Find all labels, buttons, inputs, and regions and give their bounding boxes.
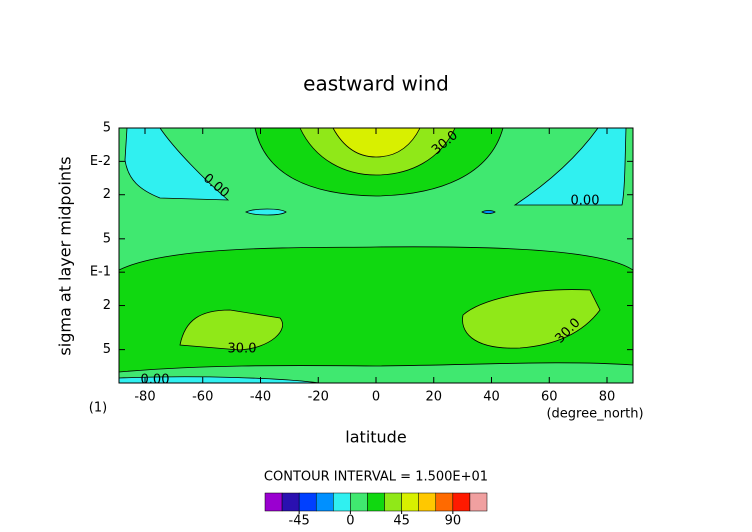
contour-region — [333, 128, 420, 157]
colorbar-cell — [350, 492, 368, 512]
x-tick-label: 0 — [372, 390, 380, 405]
contour-line — [179, 309, 283, 351]
contour-line — [299, 127, 456, 176]
y-axis-label: sigma at layer midpoints — [56, 156, 75, 355]
contour-label: 0.00 — [571, 194, 600, 209]
x-unit: (degree_north) — [546, 407, 643, 422]
contour-interval: CONTOUR INTERVAL = 1.500E+01 — [264, 470, 488, 485]
corner-label: (1) — [89, 401, 107, 416]
contour-region — [180, 310, 283, 350]
y-tick-label: 5 — [103, 121, 111, 136]
y-tick-label: E-1 — [90, 265, 111, 280]
colorbar-cell — [469, 492, 488, 512]
y-tick-label: 2 — [103, 298, 111, 313]
x-axis-label: latitude — [345, 428, 406, 447]
colorbar-tick-label: 0 — [346, 514, 354, 529]
x-tick-label: -40 — [250, 390, 271, 405]
colorbar-cell — [401, 492, 419, 512]
x-tick-label: 40 — [483, 390, 500, 405]
contour-line — [462, 289, 601, 349]
contour-line — [124, 127, 230, 201]
colorbar-tick-label: 90 — [445, 514, 462, 529]
x-tick-label: 20 — [425, 390, 442, 405]
contour-region — [246, 209, 286, 215]
contour-label: 30.0 — [228, 342, 257, 357]
colorbar-tick-label: 45 — [393, 514, 410, 529]
y-tick-label: 5 — [103, 231, 111, 246]
contour-label: 0.00 — [141, 373, 170, 388]
colorbar-cell — [418, 492, 437, 512]
colorbar-cell — [333, 492, 351, 512]
contour-region — [515, 128, 626, 205]
x-tick-label: 60 — [541, 390, 558, 405]
contour-region — [482, 210, 495, 214]
contour-line — [245, 208, 287, 216]
contour-line — [332, 127, 421, 158]
y-tick-label: 2 — [103, 187, 111, 202]
contour-line — [481, 210, 496, 214]
colorbar-cell — [452, 492, 471, 512]
colorbar-cell — [315, 492, 334, 512]
colorbar-tick-label: -45 — [289, 514, 310, 529]
y-tick-label: 5 — [103, 342, 111, 357]
colorbar-cell — [298, 492, 317, 512]
x-tick-label: -60 — [192, 390, 213, 405]
y-tick-label: E-2 — [90, 154, 111, 169]
colorbar-cell — [281, 492, 300, 512]
chart-title: eastward wind — [303, 72, 449, 96]
colorbar-cell — [264, 492, 283, 512]
x-tick-label: -80 — [134, 390, 155, 405]
contour-line — [513, 127, 627, 206]
contour-region — [125, 128, 228, 200]
contour-region — [462, 289, 600, 349]
contour-region — [119, 376, 320, 383]
colorbar-cell — [435, 492, 454, 512]
x-tick-label: 80 — [599, 390, 616, 405]
x-tick-label: -20 — [308, 390, 329, 405]
colorbar-cell — [384, 492, 402, 512]
colorbar-cell — [367, 492, 385, 512]
contour-line — [254, 127, 504, 197]
